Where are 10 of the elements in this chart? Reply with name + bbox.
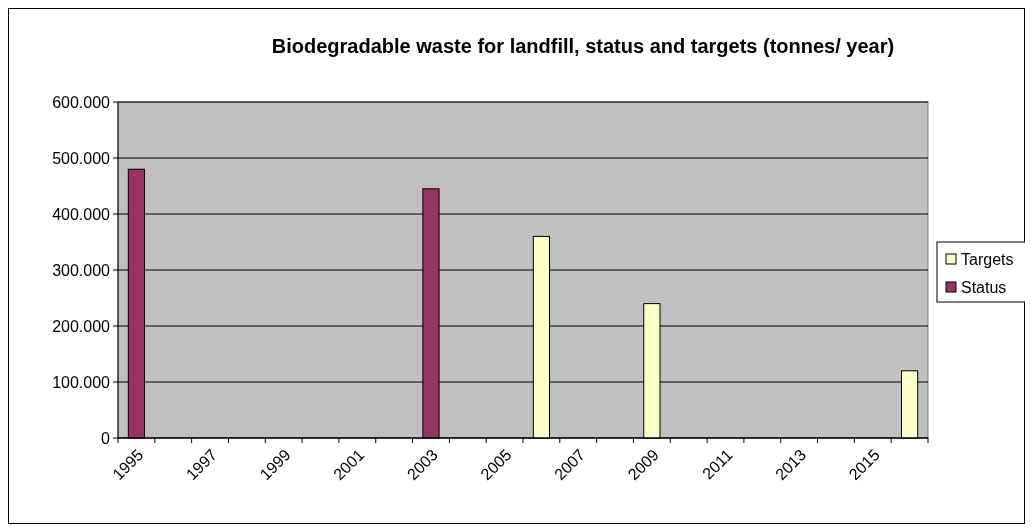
y-tick-label: 100.000	[52, 373, 111, 391]
y-tick-label: 300.000	[52, 261, 111, 279]
chart-title: Biodegradable waste for landfill, status and targets (tonnes/ year)	[271, 35, 895, 57]
y-tick-label: 400.000	[52, 205, 111, 223]
y-tick-label: 600.000	[52, 93, 111, 111]
legend-label: Targets	[961, 250, 1014, 268]
y-tick-label: 500.000	[52, 149, 111, 167]
y-tick-label: 0	[101, 429, 111, 447]
legend-label: Status	[961, 278, 1007, 296]
y-tick-label: 200.000	[52, 317, 111, 335]
